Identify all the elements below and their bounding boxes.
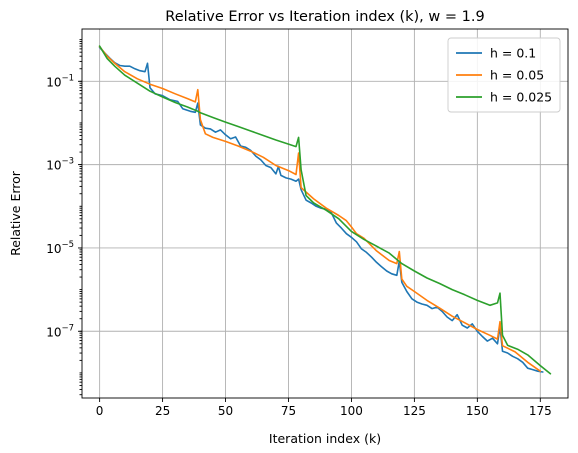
x-tick-label: 100 [340,404,363,418]
y-tick-base: 10 [46,159,61,173]
y-tick-exponent: −7 [61,323,74,333]
y-tick-base: 10 [46,325,61,339]
x-axis: 0 25 50 75 100 125 150 175 [96,398,552,418]
legend-box [447,37,561,113]
x-tick-label: 125 [403,404,426,418]
y-tick-label: 10−7 [46,323,74,339]
y-tick-label: 10−1 [46,73,74,89]
legend-label-1: h = 0.1 [490,46,536,61]
y-tick-exponent: −1 [61,73,74,83]
x-tick-label: 25 [155,404,170,418]
x-tick-label: 50 [218,404,233,418]
y-axis: 10−110−310−510−7 [46,39,82,396]
x-axis-label: Iteration index (k) [269,431,381,446]
plot-frame [81,28,569,399]
legend-label-3: h = 0.025 [490,90,552,105]
x-tick-label: 75 [281,404,296,418]
x-tick-label: 0 [96,404,104,418]
y-axis-label: Relative Error [8,170,23,256]
grid [82,29,568,398]
y-tick-label: 10−3 [46,157,74,173]
legend-label-2: h = 0.05 [490,68,544,83]
y-tick-label: 10−5 [46,240,74,256]
series-line-3 [98,45,552,375]
chart-title: Relative Error vs Iteration index (k), w… [165,9,484,25]
series-layer [98,45,552,375]
x-tick-label: 150 [466,404,489,418]
x-tick-label: 175 [529,404,552,418]
y-tick-base: 10 [46,242,61,256]
legend: h = 0.1 h = 0.05 h = 0.025 [447,37,561,113]
series-line-2 [98,45,542,372]
y-tick-exponent: −5 [61,240,74,250]
y-tick-exponent: −3 [61,157,74,167]
y-tick-base: 10 [46,75,61,89]
